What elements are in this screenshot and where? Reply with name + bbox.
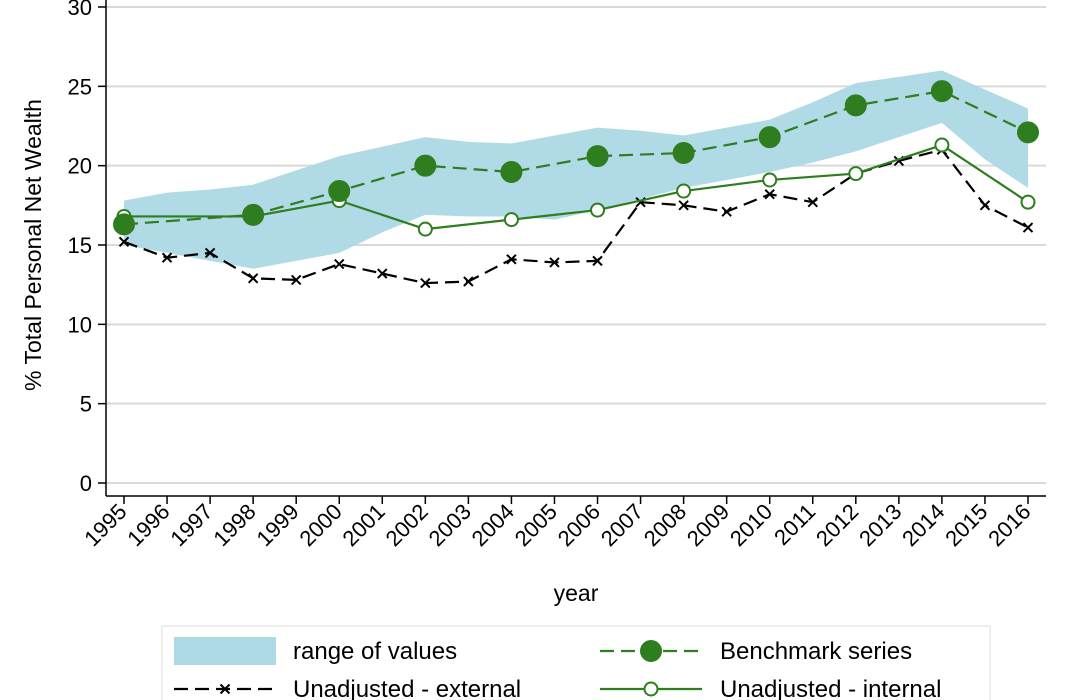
x-tick-label: 2013 [854, 499, 906, 551]
data-point [676, 183, 692, 199]
y-tick-label: 0 [80, 471, 92, 496]
x-tick-label: 1995 [79, 499, 131, 551]
data-point [500, 161, 523, 184]
range-area [124, 70, 1028, 269]
data-point [334, 258, 345, 270]
data-point [586, 145, 609, 168]
data-point [844, 94, 867, 117]
x-tick-label: 1997 [165, 499, 217, 551]
data-point [247, 273, 259, 284]
x-axis-title: year [554, 580, 599, 606]
data-point [204, 247, 216, 259]
legend-label: Benchmark series [720, 638, 912, 665]
y-tick-label: 30 [68, 0, 92, 20]
series-line [123, 148, 1029, 285]
data-point [678, 200, 689, 211]
data-point [721, 206, 732, 217]
x-tick-label: 2005 [510, 499, 562, 551]
data-point [417, 221, 433, 237]
data-point [1017, 121, 1039, 144]
y-tick-label: 15 [68, 233, 92, 258]
legend-label: Unadjusted - external [293, 676, 521, 700]
x-tick-label: 2015 [940, 499, 992, 551]
data-point [463, 276, 474, 287]
data-point [590, 202, 606, 218]
legend-marker [640, 640, 662, 662]
data-point [762, 172, 778, 188]
x-tick-label: 2016 [983, 499, 1035, 551]
data-point [1020, 194, 1036, 210]
y-axis-title: % Total Personal Net Wealth [20, 99, 46, 391]
y-tick-label: 25 [68, 74, 92, 99]
data-point [161, 252, 173, 263]
data-point [506, 254, 517, 265]
x-tick-label: 2010 [725, 499, 777, 551]
data-point [764, 189, 775, 200]
data-point [113, 213, 135, 236]
data-point [1022, 222, 1034, 233]
data-point [758, 126, 781, 149]
data-point [934, 137, 950, 153]
data-point [377, 268, 388, 279]
data-point [592, 255, 603, 267]
range-band [124, 70, 1028, 269]
data-point [414, 154, 437, 177]
x-tick-label: 1999 [251, 499, 303, 551]
series-line [123, 89, 1029, 226]
x-tick-label: 2006 [553, 499, 605, 551]
series-layer [113, 80, 1039, 289]
legend-marker [643, 681, 659, 697]
legend-label: range of values [293, 638, 457, 665]
data-point [807, 196, 818, 208]
y-tick-label: 5 [80, 392, 92, 417]
data-point [290, 274, 302, 286]
x-tick-label: 2014 [897, 499, 949, 551]
legend-marker [219, 683, 231, 695]
legend-item: range of values [174, 637, 457, 665]
legend-item: Unadjusted - external [174, 676, 521, 700]
data-point [930, 80, 953, 103]
x-tick-label: 2008 [639, 499, 691, 551]
legend-frame [161, 625, 991, 700]
data-point [672, 141, 695, 164]
data-point [420, 277, 431, 289]
x-tick-label: 2011 [769, 499, 820, 550]
x-tick-label: 1998 [208, 499, 260, 551]
x-tick-label: 2012 [811, 499, 863, 551]
legend-label: Unadjusted - internal [720, 676, 941, 700]
x-tick-label: 2002 [381, 499, 433, 551]
data-point [848, 166, 864, 182]
x-tick-label: 2004 [467, 499, 519, 551]
data-point [118, 236, 130, 248]
legend-item: Unadjusted - internal [600, 676, 941, 700]
legend: range of values Benchmark series Unadjuste… [161, 625, 991, 700]
data-point [242, 203, 265, 226]
y-tick-label: 20 [68, 154, 92, 179]
data-point [549, 257, 560, 268]
x-tick-label: 1996 [122, 499, 174, 551]
x-tick-label: 2000 [294, 499, 346, 551]
legend-swatch [174, 637, 276, 665]
y-tick-label: 10 [68, 312, 92, 337]
data-point [503, 212, 519, 228]
series-benchmark-series [113, 80, 1039, 236]
x-tick-label: 2001 [338, 499, 390, 551]
x-tick-label: 2003 [424, 499, 476, 551]
x-tick-label: 2007 [596, 499, 648, 551]
data-point [328, 180, 351, 203]
legend-item: Benchmark series [600, 638, 912, 665]
legend-items: range of values Benchmark series Unadjuste… [174, 637, 941, 700]
data-point [979, 200, 991, 211]
x-tick-label: 2009 [682, 499, 734, 551]
